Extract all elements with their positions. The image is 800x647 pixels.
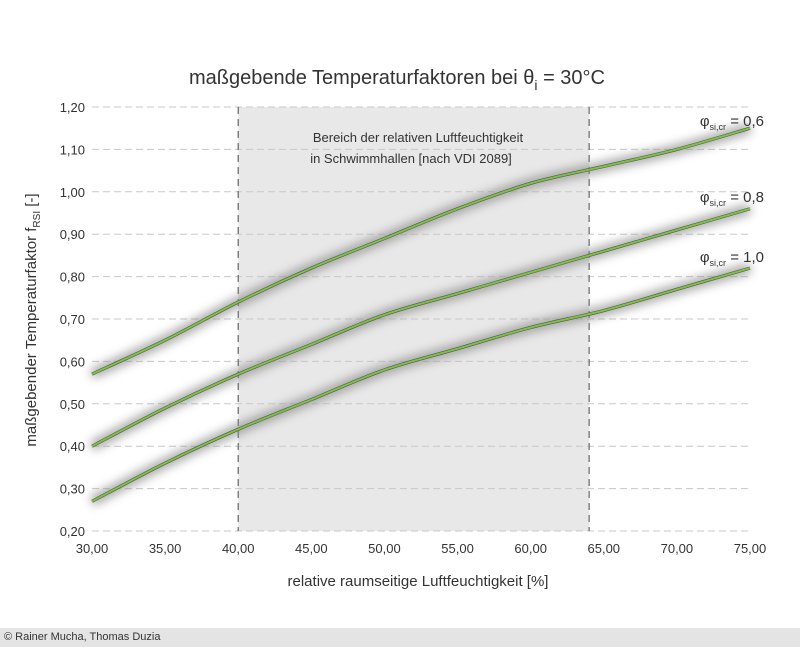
series-label-1-0: φsi,cr = 1,0 <box>700 249 764 268</box>
x-tick-label: 70,00 <box>661 541 694 556</box>
y-tick-label: 0,20 <box>60 524 85 539</box>
copyright-text: © Rainer Mucha, Thomas Duzia <box>4 631 161 643</box>
footer: © Rainer Mucha, Thomas Duzia <box>0 628 800 647</box>
series-line <box>91 267 751 503</box>
region-label-line2: in Schwimmhallen [nach VDI 2089] <box>310 151 512 166</box>
y-tick-label: 0,50 <box>60 397 85 412</box>
x-tick-labels: 30,00 35,00 40,00 45,00 50,00 55,00 60,00 65,00… <box>76 541 767 556</box>
x-tick-label: 50,00 <box>368 541 401 556</box>
series-line <box>91 127 751 376</box>
x-tick-label: 65,00 <box>588 541 621 556</box>
y-tick-label: 0,90 <box>60 227 85 242</box>
x-axis-label: relative raumseitige Luftfeuchtigkeit [%… <box>288 573 549 590</box>
x-tick-label: 30,00 <box>76 541 109 556</box>
y-tick-label: 1,20 <box>60 100 85 115</box>
chart-title: maßgebende Temperaturfaktoren bei θi = 3… <box>189 67 605 93</box>
region-boundaries <box>237 107 590 531</box>
region-label-line1: Bereich der relativen Luftfeuchtigkeit <box>313 130 524 145</box>
series-line <box>91 207 751 448</box>
x-tick-label: 55,00 <box>441 541 474 556</box>
y-tick-label: 0,40 <box>60 439 85 454</box>
x-tick-label: 35,00 <box>149 541 182 556</box>
y-tick-label: 1,00 <box>60 185 85 200</box>
y-tick-label: 0,70 <box>60 312 85 327</box>
series-lines <box>89 123 752 506</box>
y-tick-labels: 0,20 0,30 0,40 0,50 0,60 0,70 0,80 0,90 1,00 1,10… <box>60 100 85 539</box>
series-label-0-8: φsi,cr = 0,8 <box>700 189 764 208</box>
x-tick-label: 45,00 <box>295 541 328 556</box>
chart: maßgebende Temperaturfaktoren bei θi = 3… <box>23 67 767 590</box>
y-tick-label: 0,30 <box>60 482 85 497</box>
x-tick-label: 75,00 <box>734 541 767 556</box>
y-tick-label: 1,10 <box>60 142 85 157</box>
series-label-0-6: φsi,cr = 0,6 <box>700 113 764 132</box>
y-axis-label: maßgebender Temperaturfaktor fRSI [-] <box>23 193 43 446</box>
y-tick-label: 0,60 <box>60 354 85 369</box>
x-tick-label: 60,00 <box>514 541 547 556</box>
x-tick-label: 40,00 <box>222 541 255 556</box>
y-tick-label: 0,80 <box>60 270 85 285</box>
